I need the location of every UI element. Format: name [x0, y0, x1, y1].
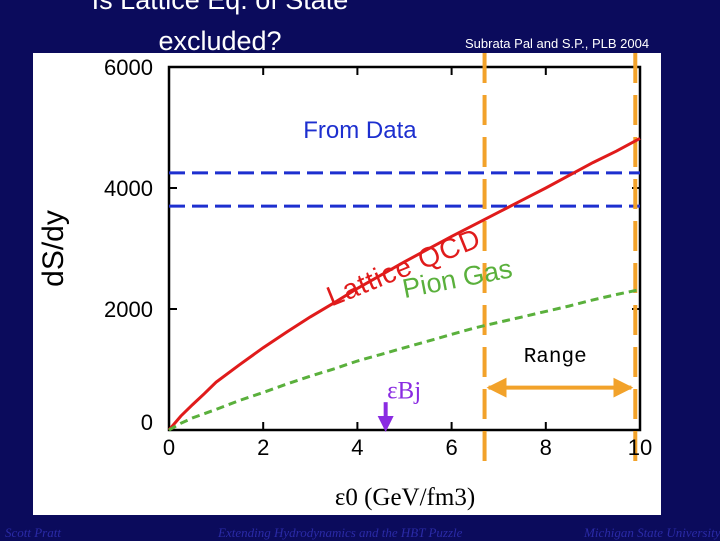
footer-talk-title: Extending Hydrodynamics and the HBT Puzz… — [218, 525, 463, 540]
pion-gas-curve — [168, 288, 641, 432]
lattice-qcd-curve — [167, 137, 641, 431]
chart: 0 2 4 6 8 10 0 2000 4000 6000 dS/dy ε0 (GeV/fm3) Fro… — [37, 53, 652, 511]
eps-bj-label: εBj — [387, 378, 421, 405]
slide-title-line2: excluded? — [158, 26, 282, 56]
citation: Subrata Pal and S.P., PLB 2004 — [465, 36, 650, 51]
footer-institution: Michigan State University — [584, 525, 720, 540]
bj-arrow-head — [377, 416, 394, 432]
x-tick-label: 6 — [445, 435, 457, 460]
y-tick-label: 4000 — [104, 176, 153, 201]
plot-panel: 0 2 4 6 8 10 0 2000 4000 6000 dS/dy ε0 (GeV/fm3) Fro… — [33, 53, 661, 515]
slide-title-line1: Is Lattice Eq. of State — [91, 0, 349, 15]
x-axis-label: ε0 (GeV/fm3) — [335, 484, 475, 511]
range-label: Range — [524, 346, 587, 369]
y-tick-label: 0 — [141, 410, 153, 435]
from-data-label: From Data — [303, 117, 417, 144]
x-tick-label: 0 — [163, 435, 175, 460]
x-tick-label: 10 — [628, 435, 652, 460]
y-tick-label: 2000 — [104, 297, 153, 322]
y-tick-label: 6000 — [104, 55, 153, 80]
footer-author: Scott Pratt — [5, 525, 61, 540]
plot-frame — [167, 65, 642, 432]
x-tick-label: 4 — [351, 435, 363, 460]
y-axis-label: dS/dy — [37, 210, 70, 287]
x-tick-label: 2 — [257, 435, 269, 460]
x-tick-label: 8 — [540, 435, 552, 460]
